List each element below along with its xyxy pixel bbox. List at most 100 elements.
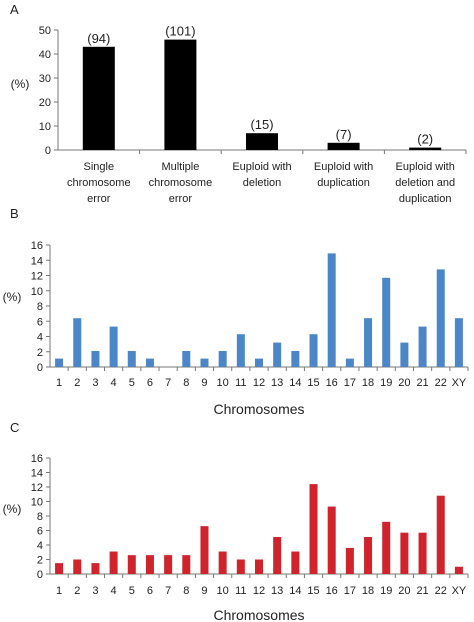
y-tick-label: 16 [31, 240, 43, 252]
x-tick-label: 13 [271, 585, 283, 597]
y-tick-label: 8 [37, 511, 43, 523]
bar [255, 358, 263, 367]
bar [145, 358, 154, 367]
y-tick-label: 2 [37, 347, 43, 359]
bar [182, 350, 191, 367]
y-axis-label: (%) [3, 290, 22, 304]
x-tick-label: 1 [56, 377, 62, 389]
x-tick-label: 15 [307, 377, 319, 389]
x-tick-label: deletion [243, 177, 282, 189]
bar [200, 358, 209, 367]
bar [291, 551, 300, 574]
bar [364, 318, 373, 367]
y-tick-label: 6 [37, 526, 43, 538]
x-tick-label: 10 [217, 585, 229, 597]
bar [236, 559, 245, 574]
x-tick-label: 18 [362, 377, 374, 389]
bar [82, 46, 115, 150]
x-tick-label: duplication [317, 177, 370, 189]
x-tick-label: 5 [129, 377, 135, 389]
bar [164, 39, 197, 150]
bar [309, 484, 318, 574]
y-tick-label: 0 [37, 362, 43, 374]
x-axis-label: Chromosomes [213, 401, 304, 417]
bar [182, 555, 191, 574]
bar [127, 555, 136, 574]
bar [218, 350, 227, 367]
bar [246, 133, 278, 150]
y-tick-label: 4 [37, 332, 43, 344]
x-tick-label: 13 [271, 377, 283, 389]
y-tick-label: 10 [39, 121, 51, 133]
x-tick-label: Euploid with [314, 161, 373, 173]
bar [55, 358, 64, 367]
x-tick-label: 9 [201, 377, 207, 389]
bar [291, 350, 300, 367]
bar [73, 559, 82, 574]
x-tick-label: 21 [416, 377, 428, 389]
bar [91, 350, 100, 367]
x-tick-label: error [169, 193, 193, 205]
y-tick-label: 12 [31, 482, 43, 494]
bar [273, 537, 282, 574]
x-tick-label: 4 [111, 585, 117, 597]
x-tick-label: 17 [344, 377, 356, 389]
x-tick-label: 18 [362, 585, 374, 597]
bar [327, 253, 336, 367]
x-tick-label: 9 [201, 585, 207, 597]
bar [327, 142, 360, 150]
bar [454, 318, 463, 367]
panel-letter: A [10, 2, 19, 17]
x-tick-label: 11 [235, 377, 246, 389]
data-label: (2) [417, 132, 433, 147]
bar [436, 269, 445, 367]
x-tick-label: 19 [380, 377, 392, 389]
y-tick-label: 12 [31, 271, 43, 283]
data-label: (94) [87, 31, 110, 46]
x-tick-label: 20 [398, 377, 410, 389]
y-axis-label: (%) [11, 77, 30, 91]
bar [345, 547, 354, 574]
bar [109, 551, 118, 574]
data-label: (101) [165, 24, 195, 39]
y-tick-label: 14 [31, 255, 43, 267]
x-tick-label: 15 [307, 585, 319, 597]
bar [55, 563, 64, 574]
bar [273, 342, 282, 367]
x-tick-label: 20 [398, 585, 410, 597]
bar [200, 526, 209, 574]
x-tick-label: 19 [380, 585, 392, 597]
x-tick-label: 7 [165, 585, 171, 597]
bar [436, 495, 445, 574]
x-tick-label: Euploid with [232, 161, 291, 173]
bar [382, 521, 391, 574]
x-tick-label: 21 [416, 585, 428, 597]
y-tick-label: 40 [39, 49, 51, 61]
bar [91, 563, 100, 574]
bar [236, 334, 245, 367]
bar [309, 334, 318, 367]
x-tick-label: 1 [56, 585, 62, 597]
y-tick-label: 20 [39, 97, 51, 109]
y-axis-label: (%) [3, 502, 22, 516]
y-tick-label: 14 [31, 468, 43, 480]
x-tick-label: 17 [344, 585, 356, 597]
bar [345, 358, 354, 367]
bar [164, 555, 173, 574]
bar [409, 147, 442, 150]
x-tick-label: 8 [183, 377, 189, 389]
bar [73, 318, 82, 367]
y-tick-label: 2 [37, 555, 43, 567]
x-tick-label: 10 [217, 377, 229, 389]
x-tick-label: chromosome [149, 177, 213, 189]
y-tick-label: 10 [31, 497, 43, 509]
y-tick-label: 8 [37, 301, 43, 313]
x-tick-label: 11 [235, 585, 246, 597]
bar [218, 551, 227, 574]
y-tick-label: 16 [31, 453, 43, 465]
y-tick-label: 30 [39, 73, 51, 85]
bar [400, 532, 409, 574]
y-tick-label: 0 [37, 569, 43, 581]
